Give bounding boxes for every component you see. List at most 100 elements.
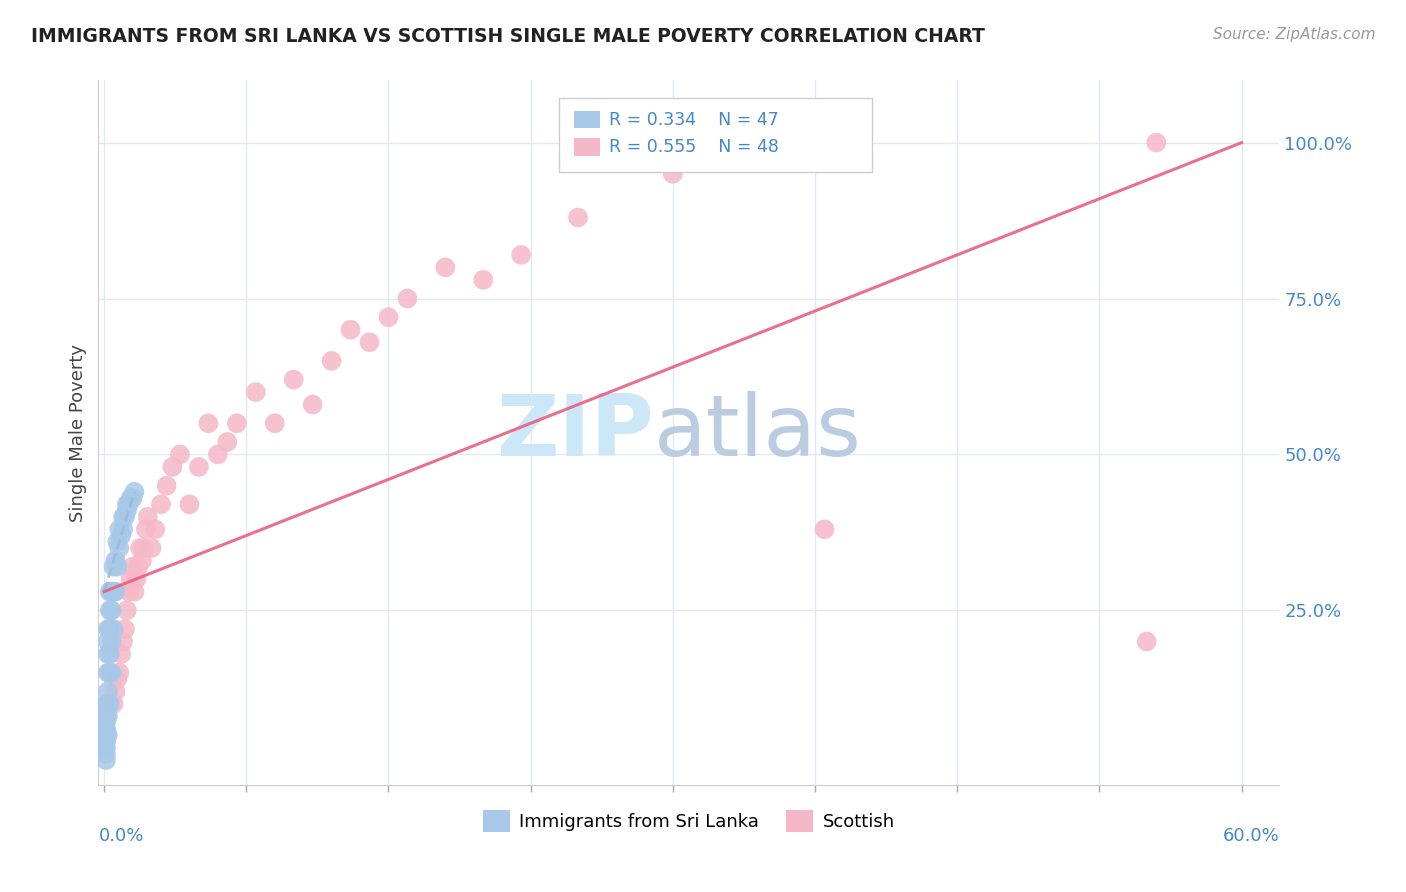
Text: R = 0.334    N = 47: R = 0.334 N = 47 — [609, 111, 779, 128]
Point — [94, 697, 117, 711]
Point — [110, 528, 132, 542]
Point — [118, 497, 141, 511]
Point — [94, 715, 117, 730]
Point — [108, 665, 131, 680]
Point — [94, 728, 117, 742]
Point — [105, 534, 128, 549]
Point — [377, 310, 399, 325]
Point — [1136, 634, 1159, 648]
Point — [813, 522, 835, 536]
Point — [120, 491, 142, 505]
Point — [98, 622, 121, 636]
Bar — [575, 138, 600, 156]
Point — [105, 672, 128, 686]
Point — [103, 584, 125, 599]
Point — [131, 553, 153, 567]
Point — [112, 522, 135, 536]
Y-axis label: Single Male Poverty: Single Male Poverty — [69, 343, 87, 522]
Point — [179, 497, 201, 511]
Point — [94, 740, 117, 755]
Point — [129, 541, 152, 555]
Point — [94, 747, 117, 761]
Point — [103, 622, 125, 636]
Point — [396, 292, 419, 306]
Point — [127, 559, 149, 574]
Point — [301, 398, 323, 412]
Point — [97, 622, 120, 636]
Point — [120, 572, 142, 586]
Point — [124, 484, 146, 499]
Point — [112, 634, 135, 648]
Point — [118, 584, 141, 599]
Point — [112, 509, 135, 524]
Point — [105, 559, 128, 574]
Point — [100, 634, 122, 648]
Point — [98, 603, 121, 617]
Point — [110, 647, 132, 661]
Point — [94, 722, 117, 736]
Point — [510, 248, 533, 262]
Point — [321, 354, 343, 368]
Point — [115, 603, 138, 617]
Point — [97, 728, 120, 742]
Point — [98, 665, 121, 680]
Point — [100, 665, 122, 680]
Point — [104, 584, 127, 599]
Text: ZIP: ZIP — [496, 391, 654, 475]
Point — [97, 647, 120, 661]
Point — [225, 417, 247, 431]
Point — [121, 559, 143, 574]
Point — [156, 478, 179, 492]
Text: 60.0%: 60.0% — [1223, 827, 1279, 846]
Point — [94, 753, 117, 767]
Text: R = 0.555    N = 48: R = 0.555 N = 48 — [609, 138, 779, 156]
Point — [125, 572, 148, 586]
Point — [132, 541, 155, 555]
Point — [94, 734, 117, 748]
Point — [100, 603, 122, 617]
Point — [169, 447, 191, 461]
Text: IMMIGRANTS FROM SRI LANKA VS SCOTTISH SINGLE MALE POVERTY CORRELATION CHART: IMMIGRANTS FROM SRI LANKA VS SCOTTISH SI… — [31, 27, 984, 45]
Point — [217, 434, 239, 449]
Point — [124, 584, 146, 599]
Point — [104, 684, 127, 698]
Text: Source: ZipAtlas.com: Source: ZipAtlas.com — [1212, 27, 1375, 42]
Point — [359, 335, 381, 350]
Point — [104, 553, 127, 567]
Point — [245, 385, 267, 400]
Point — [97, 665, 120, 680]
Point — [162, 459, 184, 474]
Point — [108, 522, 131, 536]
Point — [114, 509, 136, 524]
Legend: Immigrants from Sri Lanka, Scottish: Immigrants from Sri Lanka, Scottish — [477, 803, 901, 839]
Point — [472, 273, 495, 287]
Point — [207, 447, 229, 461]
Point — [103, 559, 125, 574]
Point — [141, 541, 163, 555]
Point — [94, 703, 117, 717]
Point — [121, 491, 143, 505]
Point — [197, 417, 219, 431]
Point — [149, 497, 172, 511]
Point — [98, 584, 121, 599]
Point — [115, 497, 138, 511]
Point — [100, 584, 122, 599]
Point — [339, 323, 361, 337]
Point — [98, 697, 121, 711]
Point — [94, 709, 117, 723]
Point — [115, 503, 138, 517]
Point — [263, 417, 285, 431]
Point — [187, 459, 209, 474]
Point — [103, 697, 125, 711]
Text: 0.0%: 0.0% — [98, 827, 143, 846]
Point — [434, 260, 457, 275]
Point — [97, 634, 120, 648]
Point — [108, 541, 131, 555]
Point — [97, 684, 120, 698]
Point — [143, 522, 166, 536]
FancyBboxPatch shape — [560, 98, 872, 172]
Bar — [575, 111, 600, 128]
Point — [283, 373, 305, 387]
Point — [97, 709, 120, 723]
Point — [97, 697, 120, 711]
